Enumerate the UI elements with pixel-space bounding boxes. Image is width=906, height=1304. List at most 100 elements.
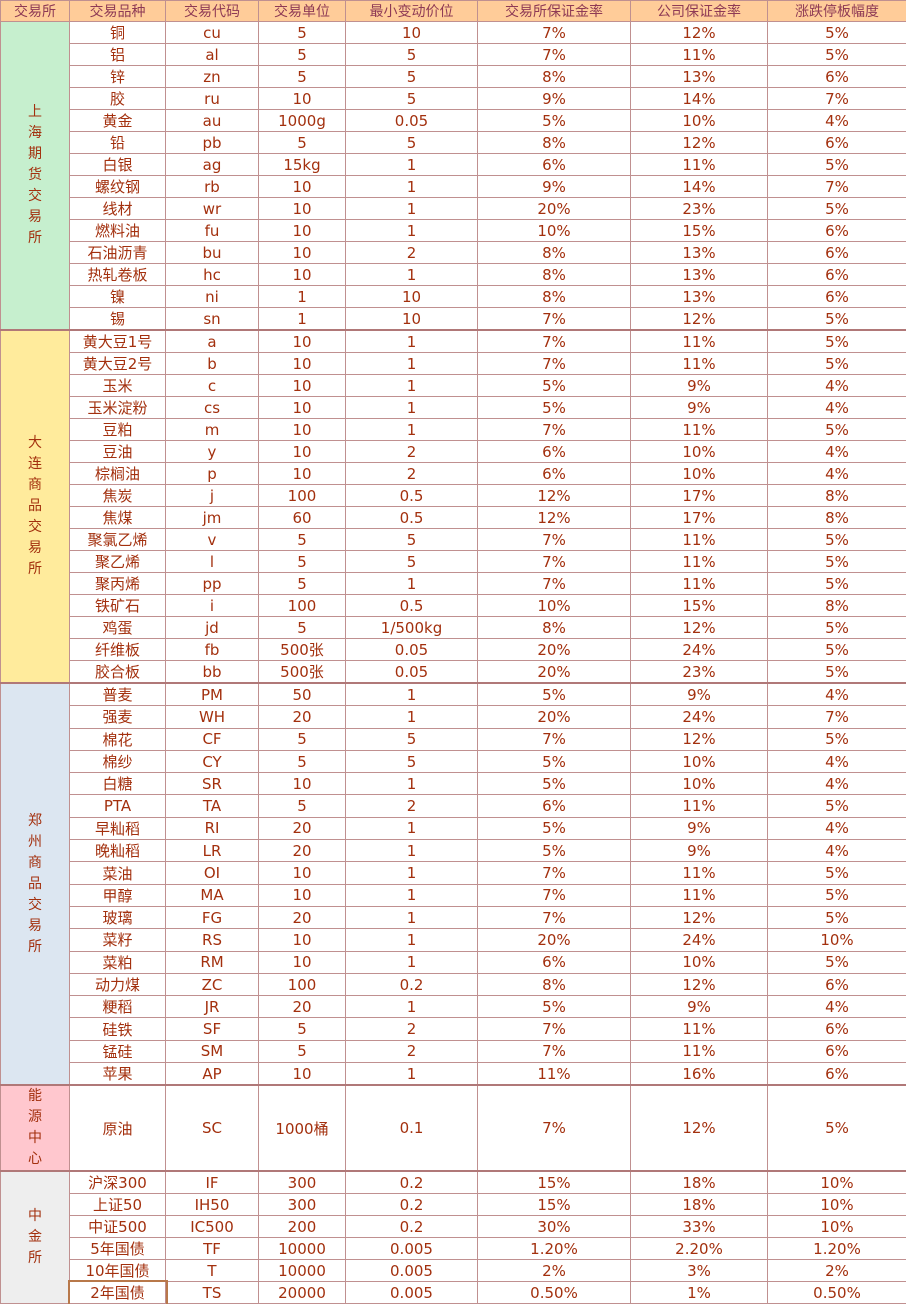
table-cell[interactable]: 10% — [631, 951, 768, 973]
table-cell[interactable]: 16% — [631, 1063, 768, 1086]
table-cell[interactable]: 1% — [631, 1282, 768, 1304]
table-cell[interactable]: 7% — [478, 22, 631, 44]
table-cell[interactable]: 胶合板 — [70, 661, 166, 684]
table-cell[interactable]: 20% — [478, 639, 631, 661]
table-cell[interactable]: 5 — [259, 22, 346, 44]
table-cell[interactable]: 20 — [259, 706, 346, 728]
table-cell[interactable]: 0.005 — [346, 1282, 478, 1304]
table-cell[interactable]: 5 — [259, 529, 346, 551]
table-cell[interactable]: 10 — [259, 862, 346, 884]
table-cell[interactable]: 0.005 — [346, 1260, 478, 1282]
table-cell[interactable]: 2% — [768, 1260, 906, 1282]
table-cell[interactable]: i — [166, 595, 259, 617]
table-cell[interactable]: hc — [166, 264, 259, 286]
table-cell[interactable]: 9% — [631, 840, 768, 862]
table-cell[interactable]: 6% — [478, 441, 631, 463]
table-cell[interactable]: 10% — [768, 929, 906, 951]
table-cell[interactable]: 8% — [768, 485, 906, 507]
table-cell[interactable]: TA — [166, 795, 259, 817]
table-cell[interactable]: 1 — [346, 817, 478, 839]
table-cell[interactable]: 玉米 — [70, 375, 166, 397]
table-cell[interactable]: 11% — [631, 862, 768, 884]
table-cell[interactable]: 5 — [346, 66, 478, 88]
table-cell[interactable]: 5% — [768, 154, 906, 176]
table-cell[interactable]: 12% — [478, 507, 631, 529]
table-cell[interactable]: RM — [166, 951, 259, 973]
table-cell[interactable]: 镍 — [70, 286, 166, 308]
table-cell[interactable]: 中证500 — [70, 1216, 166, 1238]
table-cell[interactable]: 5% — [768, 308, 906, 331]
table-cell[interactable]: 5 — [259, 573, 346, 595]
table-cell[interactable]: 10 — [259, 419, 346, 441]
table-cell[interactable]: cu — [166, 22, 259, 44]
table-cell[interactable]: 7% — [478, 884, 631, 906]
table-cell[interactable]: IH50 — [166, 1194, 259, 1216]
table-cell[interactable]: 2年国债 — [70, 1282, 166, 1304]
table-cell[interactable]: 10 — [259, 397, 346, 419]
table-cell[interactable]: 苹果 — [70, 1063, 166, 1086]
table-cell[interactable]: 1 — [346, 375, 478, 397]
table-cell[interactable]: 1/500kg — [346, 617, 478, 639]
table-cell[interactable]: WH — [166, 706, 259, 728]
table-cell[interactable]: 5 — [259, 750, 346, 772]
table-cell[interactable]: 7% — [478, 1018, 631, 1040]
table-cell[interactable]: 1 — [346, 220, 478, 242]
table-cell[interactable]: 33% — [631, 1216, 768, 1238]
table-cell[interactable]: au — [166, 110, 259, 132]
table-cell[interactable]: 8% — [478, 264, 631, 286]
table-cell[interactable]: 5% — [768, 198, 906, 220]
table-cell[interactable]: wr — [166, 198, 259, 220]
table-cell[interactable]: 燃料油 — [70, 220, 166, 242]
table-cell[interactable]: 10 — [259, 929, 346, 951]
table-cell[interactable]: 5% — [768, 795, 906, 817]
table-cell[interactable]: 100 — [259, 595, 346, 617]
table-cell[interactable]: 6% — [768, 220, 906, 242]
table-cell[interactable]: 聚氯乙烯 — [70, 529, 166, 551]
table-cell[interactable]: j — [166, 485, 259, 507]
table-cell[interactable]: 10% — [631, 750, 768, 772]
table-cell[interactable]: 5% — [478, 773, 631, 795]
table-cell[interactable]: 10% — [768, 1194, 906, 1216]
table-cell[interactable]: 5 — [259, 44, 346, 66]
table-cell[interactable]: AP — [166, 1063, 259, 1086]
table-cell[interactable]: 11% — [631, 353, 768, 375]
table-cell[interactable]: 0.50% — [478, 1282, 631, 1304]
table-cell[interactable]: 棉花 — [70, 728, 166, 750]
table-cell[interactable]: 12% — [631, 132, 768, 154]
table-cell[interactable]: 菜籽 — [70, 929, 166, 951]
table-cell[interactable]: 白糖 — [70, 773, 166, 795]
table-cell[interactable]: 1 — [346, 573, 478, 595]
table-cell[interactable]: 10 — [259, 884, 346, 906]
table-cell[interactable]: 1 — [346, 951, 478, 973]
table-cell[interactable]: 8% — [768, 595, 906, 617]
table-cell[interactable]: 9% — [631, 996, 768, 1018]
table-cell[interactable]: 7% — [478, 1085, 631, 1171]
table-cell[interactable]: 5 — [259, 1018, 346, 1040]
table-cell[interactable]: 50 — [259, 683, 346, 706]
table-cell[interactable]: JR — [166, 996, 259, 1018]
table-cell[interactable]: 1 — [346, 1063, 478, 1086]
table-cell[interactable]: 5% — [768, 728, 906, 750]
table-cell[interactable]: 1 — [346, 419, 478, 441]
table-cell[interactable]: 10% — [631, 110, 768, 132]
table-cell[interactable]: 黄大豆1号 — [70, 330, 166, 353]
table-cell[interactable]: 0.05 — [346, 110, 478, 132]
table-cell[interactable]: 24% — [631, 706, 768, 728]
table-cell[interactable]: 5 — [259, 728, 346, 750]
table-cell[interactable]: p — [166, 463, 259, 485]
table-cell[interactable]: fu — [166, 220, 259, 242]
table-cell[interactable]: 8% — [768, 507, 906, 529]
table-cell[interactable]: 18% — [631, 1194, 768, 1216]
table-cell[interactable]: RI — [166, 817, 259, 839]
table-cell[interactable]: 8% — [478, 973, 631, 995]
table-cell[interactable]: SR — [166, 773, 259, 795]
table-cell[interactable]: 12% — [631, 22, 768, 44]
table-cell[interactable]: 7% — [478, 419, 631, 441]
table-cell[interactable]: 1000g — [259, 110, 346, 132]
table-cell[interactable]: sn — [166, 308, 259, 331]
table-cell[interactable]: 2 — [346, 441, 478, 463]
table-cell[interactable]: 11% — [631, 884, 768, 906]
table-cell[interactable]: 3% — [631, 1260, 768, 1282]
table-cell[interactable]: 10% — [768, 1171, 906, 1194]
table-cell[interactable]: 8% — [478, 132, 631, 154]
